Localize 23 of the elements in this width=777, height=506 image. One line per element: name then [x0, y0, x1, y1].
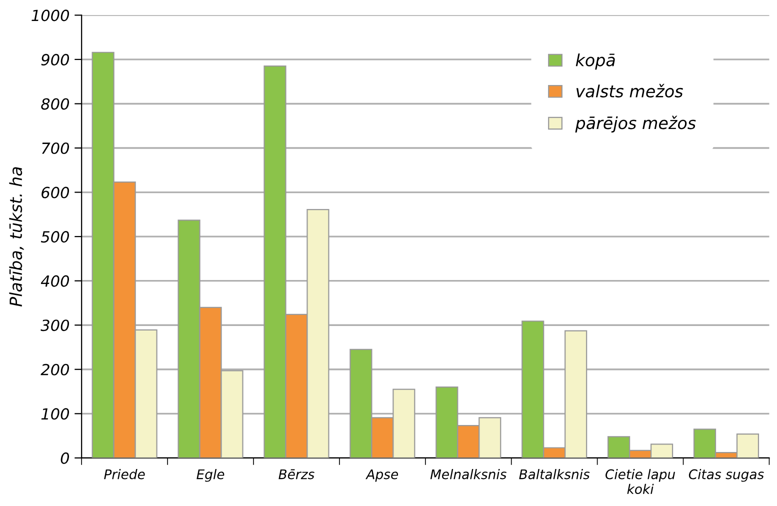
legend-label: pārējos mežos [575, 116, 696, 133]
x-tick-label: Apse [366, 469, 398, 482]
y-tick-label: 0 [60, 452, 70, 464]
y-tick-label: 400 [40, 275, 70, 287]
y-tick-label: 300 [40, 320, 70, 332]
y-tick-label: 800 [41, 98, 70, 110]
x-tick-label: Priede [104, 469, 145, 480]
legend-label: kopā [576, 53, 615, 70]
legend-label: valsts mežos [576, 84, 683, 98]
x-tick-label: Baltalksnis [519, 469, 590, 480]
y-axis-title: Platība, tūkst. ha [9, 167, 24, 306]
x-tick-label: Egle [196, 469, 224, 482]
y-tick-label: 700 [42, 142, 70, 154]
x-tick-label: Citas sugas [688, 469, 764, 482]
y-tick-label: 200 [40, 364, 70, 376]
y-tick-label: 900 [41, 54, 70, 66]
y-tick-label: 500 [40, 231, 70, 243]
y-tick-label: 100 [41, 408, 70, 420]
y-tick-label: 600 [42, 186, 70, 198]
x-tick-label: Cietie lapu koki [606, 469, 676, 494]
x-tick-label: Melnalksnis [430, 469, 506, 480]
x-tick-label: Bērzs [278, 469, 314, 480]
y-tick-label: 1000 [32, 10, 70, 22]
